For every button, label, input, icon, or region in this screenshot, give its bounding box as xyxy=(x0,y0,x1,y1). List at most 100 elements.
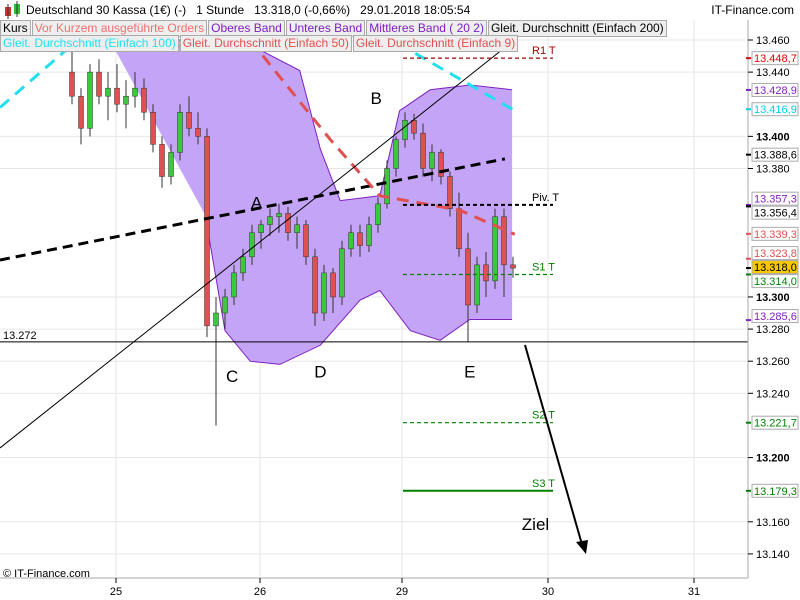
upper-band xyxy=(109,39,513,202)
candle-body xyxy=(87,71,93,129)
pivot-label: S3 T xyxy=(532,478,555,490)
candle-body xyxy=(249,232,255,258)
candle-body xyxy=(114,87,120,105)
legend-item[interactable]: Gleit. Durchschnitt (Einfach 50) xyxy=(179,35,352,52)
candle-body xyxy=(141,87,147,113)
candle-body xyxy=(222,296,228,314)
candle-body xyxy=(312,256,318,314)
support-label: 13.272 xyxy=(3,330,37,342)
annotation-label: Ziel xyxy=(522,515,549,534)
candle-body xyxy=(294,224,300,233)
price-tag xyxy=(751,102,799,117)
candle-body xyxy=(465,248,471,306)
x-tick-label: 29 xyxy=(396,586,408,598)
candle-body xyxy=(429,152,435,169)
y-tick-label: 13.240 xyxy=(756,388,790,400)
y-tick-label: 13.380 xyxy=(756,163,790,175)
y-tick-label: 13.280 xyxy=(756,324,790,336)
y-tick-label: 13.140 xyxy=(756,549,790,561)
bollinger-fill xyxy=(109,40,513,365)
price-tag-label: 13.416,9 xyxy=(754,104,797,116)
candle-body xyxy=(240,256,246,274)
price-tag xyxy=(751,246,799,261)
legend-row-1: Kurs Vor Kurzem ausgeführte Orders Oberes … xyxy=(0,20,667,37)
annotation-label: A xyxy=(251,194,263,213)
candle-body xyxy=(69,71,75,97)
trend-line xyxy=(0,42,511,449)
ma50-line xyxy=(249,39,516,236)
candle-body xyxy=(204,136,210,327)
target-arrow xyxy=(524,344,584,549)
y-tick-label: 13.460 xyxy=(756,35,790,47)
candle-body xyxy=(456,208,462,250)
legend-item[interactable]: Mittleres Band ( 20 2) xyxy=(366,20,487,37)
candle-body xyxy=(123,95,129,105)
candle-body xyxy=(177,112,183,153)
header: Deutschland 30 Kassa (1€) (-) 1 Stunde 1… xyxy=(0,0,800,20)
annotation-label: C xyxy=(226,367,238,386)
legend-item[interactable]: Gleit. Durchschnitt (Einfach 9) xyxy=(352,35,519,52)
price-tag-label: 13.356,4 xyxy=(754,208,797,220)
candle-body xyxy=(195,128,201,137)
price-tag-label: 13.318,0 xyxy=(754,262,797,274)
candle-body xyxy=(132,87,138,97)
y-tick-label: 13.400 xyxy=(756,131,790,143)
pivot-label: S1 T xyxy=(532,261,555,273)
candle-body xyxy=(276,213,282,217)
candle-body xyxy=(492,216,498,282)
candle-body xyxy=(267,216,273,225)
price-tag-label: 13.357,3 xyxy=(754,194,797,206)
price-tag-label: 13.285,6 xyxy=(754,311,797,323)
x-tick-label: 31 xyxy=(688,586,700,598)
brand: IT-Finance.com xyxy=(711,3,794,17)
y-tick-label: 13.440 xyxy=(756,67,790,79)
legend-item[interactable]: Oberes Band xyxy=(208,20,285,37)
y-tick-label: 13.300 xyxy=(756,292,790,304)
x-tick-label: 26 xyxy=(254,586,266,598)
price-tag-label: 13.388,6 xyxy=(754,150,797,162)
x-tick-label: 25 xyxy=(110,586,122,598)
candle-body xyxy=(438,152,444,177)
ma200-line xyxy=(0,157,506,262)
candle-body xyxy=(231,272,237,298)
candle-body xyxy=(186,112,192,129)
pivot-label: Piv. T xyxy=(532,192,559,204)
candle-body xyxy=(150,112,156,145)
candle-body xyxy=(447,176,453,209)
price-tag xyxy=(751,260,799,275)
legend-item[interactable]: Unteres Band xyxy=(285,20,366,37)
candle-body xyxy=(474,264,480,306)
price-tag-label: 13.428,9 xyxy=(754,85,797,97)
price-tag-label: 13.323,8 xyxy=(754,248,797,260)
pivot-label: S2 T xyxy=(532,410,555,422)
candle-body xyxy=(159,144,165,177)
y-tick-label: 13.160 xyxy=(756,517,790,529)
candle-body xyxy=(384,168,390,205)
candle-body xyxy=(375,203,381,225)
candle-body xyxy=(105,87,111,97)
price-tag xyxy=(751,415,799,430)
candle-body xyxy=(330,272,336,298)
y-tick-label: 13.200 xyxy=(756,453,790,465)
legend-item[interactable]: Gleit. Durchschnitt (Einfach 200) xyxy=(487,20,667,37)
y-tick-label: 13.260 xyxy=(756,356,790,368)
candle-logo-icon xyxy=(5,1,20,19)
price-tag xyxy=(751,483,799,498)
candle-body xyxy=(510,264,516,269)
candle-body xyxy=(258,224,264,233)
candle-body xyxy=(393,139,399,169)
copyright: © IT-Finance.com xyxy=(3,568,90,580)
annotation-label: D xyxy=(314,362,326,381)
arrow-head-icon xyxy=(576,540,588,554)
plot-area xyxy=(0,20,748,578)
candle-body xyxy=(303,224,309,258)
candle-body xyxy=(483,264,489,282)
price-tag-label: 13.179,3 xyxy=(754,486,797,498)
legend-item[interactable]: Gleit. Durchschnitt (Einfach 100) xyxy=(0,35,179,52)
pivot-label: R1 T xyxy=(532,45,556,57)
candle-body xyxy=(78,95,84,129)
candle-body xyxy=(168,152,174,177)
candle-body xyxy=(321,272,327,314)
price-tag-label: 13.221,7 xyxy=(754,418,797,430)
